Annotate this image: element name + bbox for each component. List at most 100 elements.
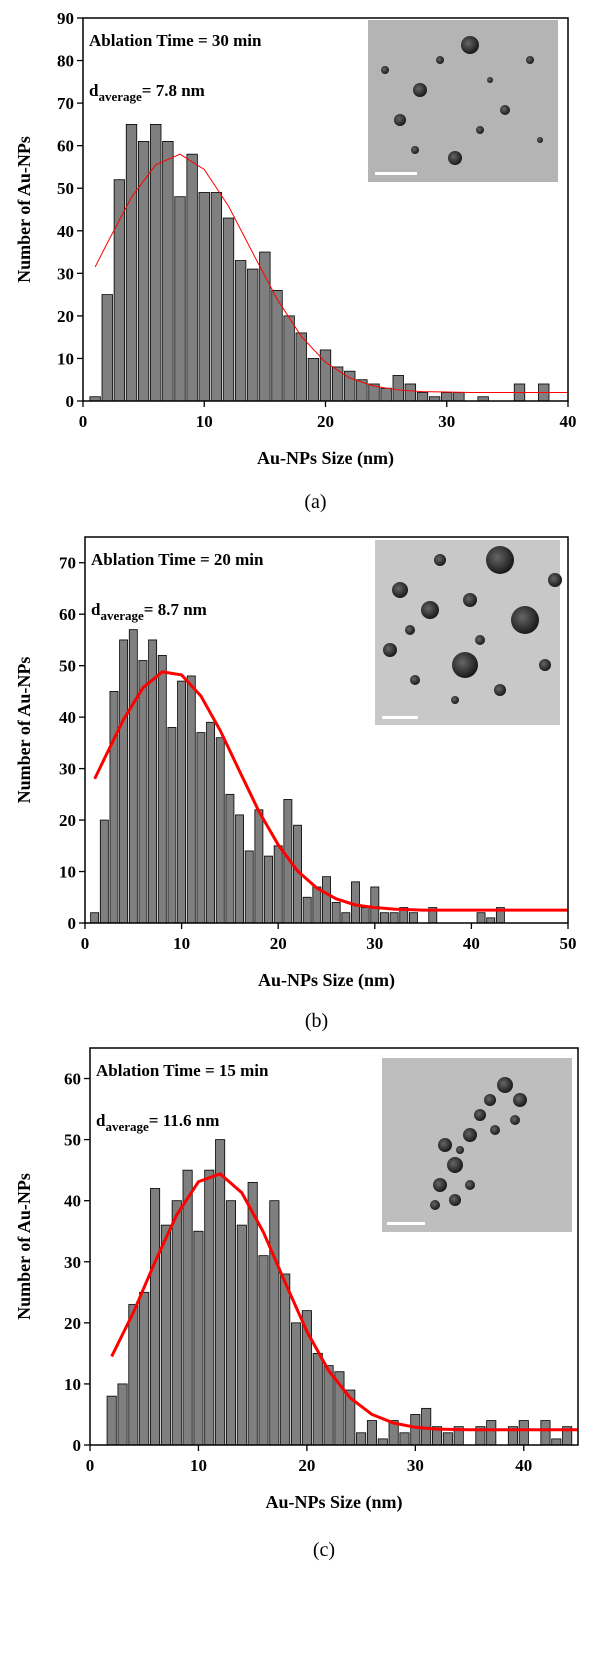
- bar: [148, 639, 158, 923]
- fit-curve: [110, 1172, 578, 1432]
- plot-frame: [89, 1047, 579, 1446]
- bar: [271, 289, 283, 401]
- bar: [99, 819, 109, 923]
- bar: [171, 1200, 182, 1445]
- bar: [259, 251, 271, 401]
- y-axis-label: Number of Au-NPs: [14, 657, 34, 804]
- bar: [186, 153, 198, 401]
- d-subscript: average: [98, 89, 142, 104]
- y-tick-label: 40: [57, 222, 74, 241]
- bar: [235, 814, 244, 923]
- plot-area: [89, 123, 568, 401]
- y-tick-label: 10: [64, 1375, 81, 1394]
- bar: [128, 629, 138, 923]
- bar: [193, 1230, 204, 1445]
- x-tick-label: 30: [407, 1456, 424, 1475]
- bar: [162, 141, 174, 401]
- bar: [109, 691, 119, 923]
- d-average-label: daverage= 7.8 nm: [89, 81, 205, 104]
- x-tick-label: 40: [560, 412, 577, 431]
- tem-inset: [368, 20, 558, 182]
- bar: [138, 660, 148, 923]
- y-tick-label: 50: [59, 657, 76, 676]
- bar: [157, 654, 167, 923]
- bar: [247, 268, 259, 401]
- bar: [410, 1414, 421, 1445]
- y-tick-label: 70: [57, 94, 74, 113]
- bar: [247, 1181, 258, 1445]
- bar: [370, 886, 380, 923]
- bar: [416, 392, 429, 401]
- y-tick-label: 50: [64, 1131, 81, 1150]
- x-tick-label: 10: [196, 412, 213, 431]
- bar: [486, 917, 496, 923]
- y-tick-label: 50: [57, 179, 74, 198]
- x-tick-label: 40: [463, 934, 480, 953]
- bar: [210, 192, 223, 401]
- bar: [198, 192, 210, 401]
- bar: [258, 1255, 269, 1445]
- bar: [125, 123, 138, 401]
- bar: [356, 379, 368, 401]
- bar: [312, 886, 322, 923]
- y-tick-label: 40: [59, 708, 76, 727]
- y-tick-label: 10: [57, 349, 74, 368]
- bar: [302, 896, 312, 923]
- y-tick-label: 0: [66, 392, 75, 411]
- fit-curve: [93, 670, 568, 912]
- bar: [206, 721, 216, 923]
- bar: [234, 260, 247, 401]
- bar: [269, 1200, 280, 1445]
- bar: [404, 383, 417, 401]
- bar: [322, 876, 331, 923]
- x-tick-label: 20: [298, 1456, 315, 1475]
- bar: [518, 1420, 529, 1445]
- y-tick-label: 20: [64, 1314, 81, 1333]
- y-tick-label: 30: [64, 1253, 81, 1272]
- x-axis-label: Au-NPs Size (nm): [266, 1492, 403, 1513]
- x-tick-label: 20: [317, 412, 334, 431]
- caption: (a): [304, 491, 326, 513]
- x-axis-label: Au-NPs Size (nm): [258, 970, 395, 991]
- y-tick-label: 80: [57, 52, 74, 71]
- d-symbol: d: [96, 1111, 106, 1130]
- bar: [409, 912, 418, 923]
- y-tick-label: 10: [59, 863, 76, 882]
- x-tick-label: 40: [515, 1456, 532, 1475]
- chart: 0 10 20 30 40 0 10 20 30 40 50 60 Au-NPs Size (nm) Nu…: [14, 1047, 579, 1513]
- y-axis-label: Number of Au-NPs: [14, 136, 34, 283]
- tem-inset: [382, 1058, 572, 1232]
- bar: [196, 732, 206, 923]
- y-tick-label: 60: [57, 137, 74, 156]
- bar: [351, 881, 360, 923]
- bar: [273, 845, 283, 923]
- caption: (c): [313, 1539, 335, 1561]
- fit-curve: [94, 153, 568, 393]
- chart: 0 10 20 30 40 50 0 10 20 30 40 50 60 70 Au-NPs Size (n…: [14, 536, 577, 991]
- bar: [128, 1304, 139, 1445]
- d-symbol: d: [91, 600, 101, 619]
- x-tick-label: 0: [79, 412, 88, 431]
- bar: [366, 1420, 377, 1445]
- bar: [368, 383, 380, 401]
- plot-area: [106, 1139, 578, 1445]
- annotation: Ablation Time = 15 min: [96, 1061, 269, 1080]
- bar: [551, 1438, 562, 1445]
- x-tick-label: 10: [190, 1456, 207, 1475]
- bar: [182, 1169, 193, 1445]
- bar: [486, 1420, 497, 1445]
- y-tick-label: 30: [57, 264, 74, 283]
- bar: [377, 1438, 388, 1445]
- d-value: = 11.6 nm: [149, 1111, 220, 1130]
- bar: [167, 727, 177, 923]
- bar: [331, 366, 344, 401]
- bar: [204, 1169, 215, 1445]
- bar: [119, 639, 129, 923]
- bar: [160, 1224, 171, 1445]
- bar: [106, 1395, 117, 1445]
- y-tick-label: 30: [59, 760, 76, 779]
- bar: [380, 387, 392, 401]
- bar: [264, 855, 273, 923]
- d-value: = 8.7 nm: [144, 600, 207, 619]
